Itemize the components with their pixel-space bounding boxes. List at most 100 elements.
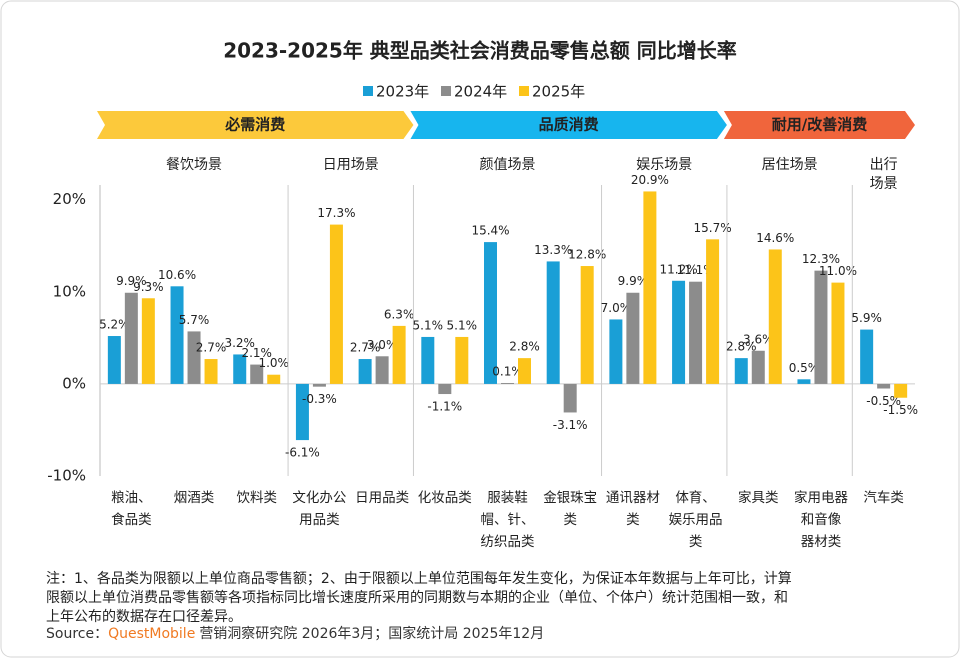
value-label: 14.6% — [756, 231, 794, 245]
bar — [860, 329, 874, 384]
x-tick-label: 烟酒类 — [174, 490, 215, 506]
bar — [421, 336, 435, 384]
bar — [312, 383, 326, 387]
value-label: 1.0% — [258, 356, 289, 370]
value-label: 11.2% — [660, 262, 698, 276]
legend-label: 2023年 — [376, 83, 429, 101]
x-tick-label: 家具类 — [738, 489, 779, 506]
value-label: 11.0% — [819, 264, 857, 278]
bar — [518, 358, 531, 384]
group-banner — [410, 111, 727, 139]
scene-label: 日用场景 — [323, 157, 379, 173]
group-label: 品质消费 — [539, 116, 599, 134]
value-label: 0.5% — [789, 361, 820, 375]
bar — [643, 191, 657, 384]
value-label: 2.7% — [350, 341, 381, 355]
bar — [706, 239, 720, 384]
bar — [141, 298, 155, 384]
bar — [204, 359, 218, 384]
bar — [329, 224, 343, 384]
bar — [501, 382, 514, 384]
bar — [484, 242, 497, 384]
value-label: 9.9% — [116, 274, 147, 288]
x-tick-label: 和音像 — [801, 511, 842, 528]
x-tick-label: 体育、 — [675, 490, 716, 506]
y-tick-label: 0% — [62, 374, 86, 392]
scene-label: 居住场景 — [762, 157, 818, 173]
bar — [295, 383, 309, 441]
value-label: 5.7% — [179, 313, 210, 327]
bar — [267, 374, 281, 384]
y-tick-label: -10% — [47, 467, 86, 485]
x-tick-label: 家用电器 — [794, 489, 848, 506]
x-tick-label: 汽车类 — [863, 489, 904, 506]
value-label: -0.5% — [866, 394, 901, 408]
value-label: 15.7% — [694, 221, 732, 235]
bar — [814, 270, 828, 384]
x-tick-label: 帽、针、 — [481, 512, 535, 528]
x-tick-label: 文化办公 — [292, 490, 346, 506]
value-label: 2.8% — [509, 340, 540, 354]
x-tick-label: 食品类 — [111, 511, 152, 528]
value-label: 20.9% — [631, 173, 669, 187]
bar — [831, 282, 845, 384]
note: 上年公布的数据存在口径差异。 — [46, 609, 242, 625]
value-label: 6.3% — [384, 307, 415, 321]
value-label: 7.0% — [601, 301, 632, 315]
bar — [358, 359, 372, 384]
group-banner — [723, 111, 915, 139]
value-label: 10.6% — [158, 268, 196, 282]
bar — [233, 354, 247, 384]
x-tick-label: 类 — [689, 534, 703, 550]
chart-title: 2023-2025年 典型品类社会消费品零售总额 同比增长率 — [223, 39, 737, 63]
value-label: 12.8% — [568, 248, 606, 262]
x-tick-label: 服装鞋 — [487, 490, 528, 506]
bar — [455, 336, 469, 384]
value-label: 2.7% — [196, 341, 227, 355]
x-tick-label: 饮料类 — [236, 490, 277, 506]
value-label: 5.1% — [447, 318, 478, 332]
bar — [894, 383, 908, 398]
x-tick-label: 化妆品类 — [418, 490, 472, 506]
value-label: -6.1% — [285, 446, 320, 460]
value-label: 11.1% — [677, 263, 715, 277]
value-label: 0.1% — [492, 364, 523, 378]
bar — [187, 331, 201, 384]
bar — [734, 358, 748, 384]
value-label: 17.3% — [317, 206, 355, 220]
x-tick-label: 用品类 — [299, 512, 340, 528]
value-label: 2.8% — [726, 340, 757, 354]
group-label: 耐用/改善消费 — [772, 116, 867, 134]
x-tick-label: 纺织品类 — [481, 534, 535, 550]
x-tick-label: 器材类 — [801, 534, 842, 550]
value-label: 9.3% — [133, 280, 164, 294]
x-tick-label: 金银珠宝 — [543, 490, 597, 506]
group-label: 必需消费 — [224, 116, 285, 134]
bar — [609, 319, 623, 384]
bar — [563, 383, 577, 413]
value-label: 13.3% — [534, 243, 572, 257]
bar — [438, 383, 452, 395]
bar — [580, 266, 594, 384]
source: Source：QuestMobile 营销洞察研究院 2026年3月；国家统计局 … — [46, 625, 544, 642]
bar — [392, 325, 406, 384]
x-tick-label: 类 — [626, 512, 640, 528]
legend-label: 2025年 — [532, 83, 585, 101]
bar — [124, 292, 138, 384]
scene-label: 出行 — [870, 157, 898, 173]
bar — [751, 350, 765, 384]
value-label: 3.6% — [743, 332, 774, 346]
bar — [546, 261, 560, 384]
value-label: -3.1% — [553, 418, 588, 432]
note: 注：1、各品类为限额以上单位商品零售额；2、由于限额以上单位范围每年发生变化，为… — [46, 570, 792, 587]
source-prefix: Source： — [46, 626, 108, 642]
x-tick-label: 粮油、 — [111, 490, 152, 506]
bar — [672, 280, 686, 384]
value-label: -1.1% — [427, 400, 462, 414]
scene-label: 颜值场景 — [480, 157, 536, 173]
legend-label: 2024年 — [454, 83, 507, 101]
scene-label: 餐饮场景 — [166, 157, 222, 173]
value-label: 15.4% — [471, 224, 509, 238]
